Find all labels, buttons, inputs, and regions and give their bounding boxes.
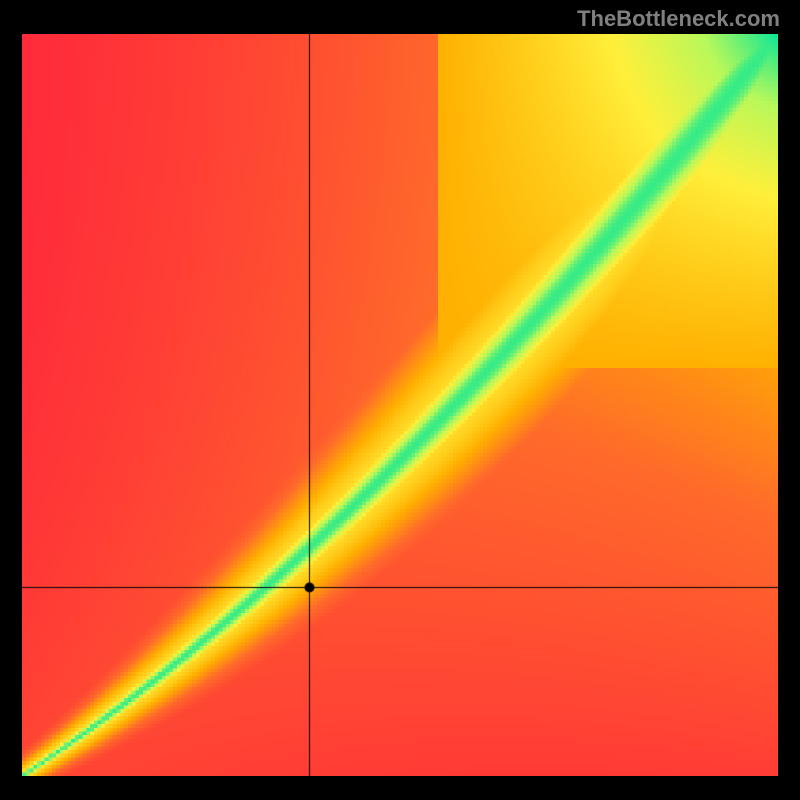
figure-container: TheBottleneck.com bbox=[0, 0, 800, 800]
watermark-text: TheBottleneck.com bbox=[577, 6, 780, 32]
crosshair-overlay bbox=[22, 34, 778, 776]
